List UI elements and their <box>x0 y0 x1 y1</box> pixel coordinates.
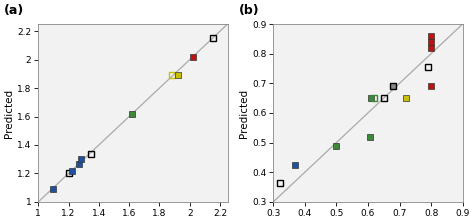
Y-axis label: Predicted: Predicted <box>239 88 249 137</box>
Text: (a): (a) <box>4 4 25 17</box>
Y-axis label: Predicted: Predicted <box>4 88 14 137</box>
Text: (b): (b) <box>239 4 260 17</box>
